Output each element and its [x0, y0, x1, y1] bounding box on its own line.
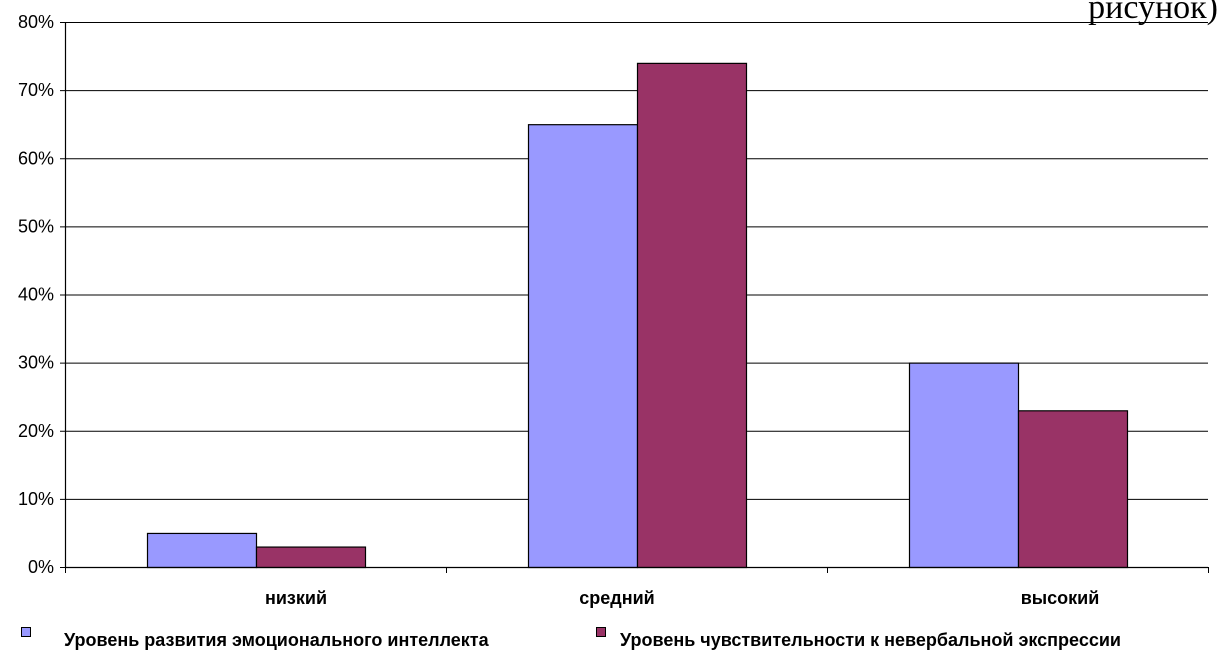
- legend-swatch-2: [596, 627, 606, 637]
- y-tick-label: 20%: [18, 421, 54, 441]
- x-tick-label: низкий: [265, 588, 327, 608]
- bar-2-низкий: [255, 546, 367, 569]
- y-tick-label: 40%: [18, 285, 54, 305]
- legend-label-2: Уровень чувствительности к невербальной …: [620, 630, 1121, 650]
- axis-labels: 0% 10% 20% 30% 40% 50% 60% 70% 80% низкий средний в…: [18, 12, 1099, 608]
- bar-1-низкий: [146, 532, 258, 569]
- bar-1-средний: [527, 124, 639, 569]
- caption-fragment: рисунок): [1088, 0, 1218, 26]
- y-tick-label: 10%: [18, 489, 54, 509]
- y-tick-label: 80%: [18, 12, 54, 32]
- bar-2-высокий: [1017, 410, 1129, 569]
- x-tick-label: средний: [579, 588, 654, 608]
- y-tick-label: 70%: [18, 80, 54, 100]
- y-tick-label: 50%: [18, 216, 54, 236]
- bar-1-высокий: [908, 362, 1020, 569]
- y-tick-label: 30%: [18, 353, 54, 373]
- legend-label-1: Уровень развития эмоционального интеллек…: [64, 630, 490, 650]
- bar-2-средний: [636, 62, 748, 569]
- legend: Уровень развития эмоционального интеллек…: [21, 627, 1121, 650]
- x-tick-label: высокий: [1021, 588, 1100, 608]
- y-tick-label: 0%: [28, 557, 54, 577]
- y-tick-label: 60%: [18, 148, 54, 168]
- legend-swatch-1: [21, 627, 31, 637]
- axes: [60, 22, 1209, 573]
- bars: [146, 62, 1129, 569]
